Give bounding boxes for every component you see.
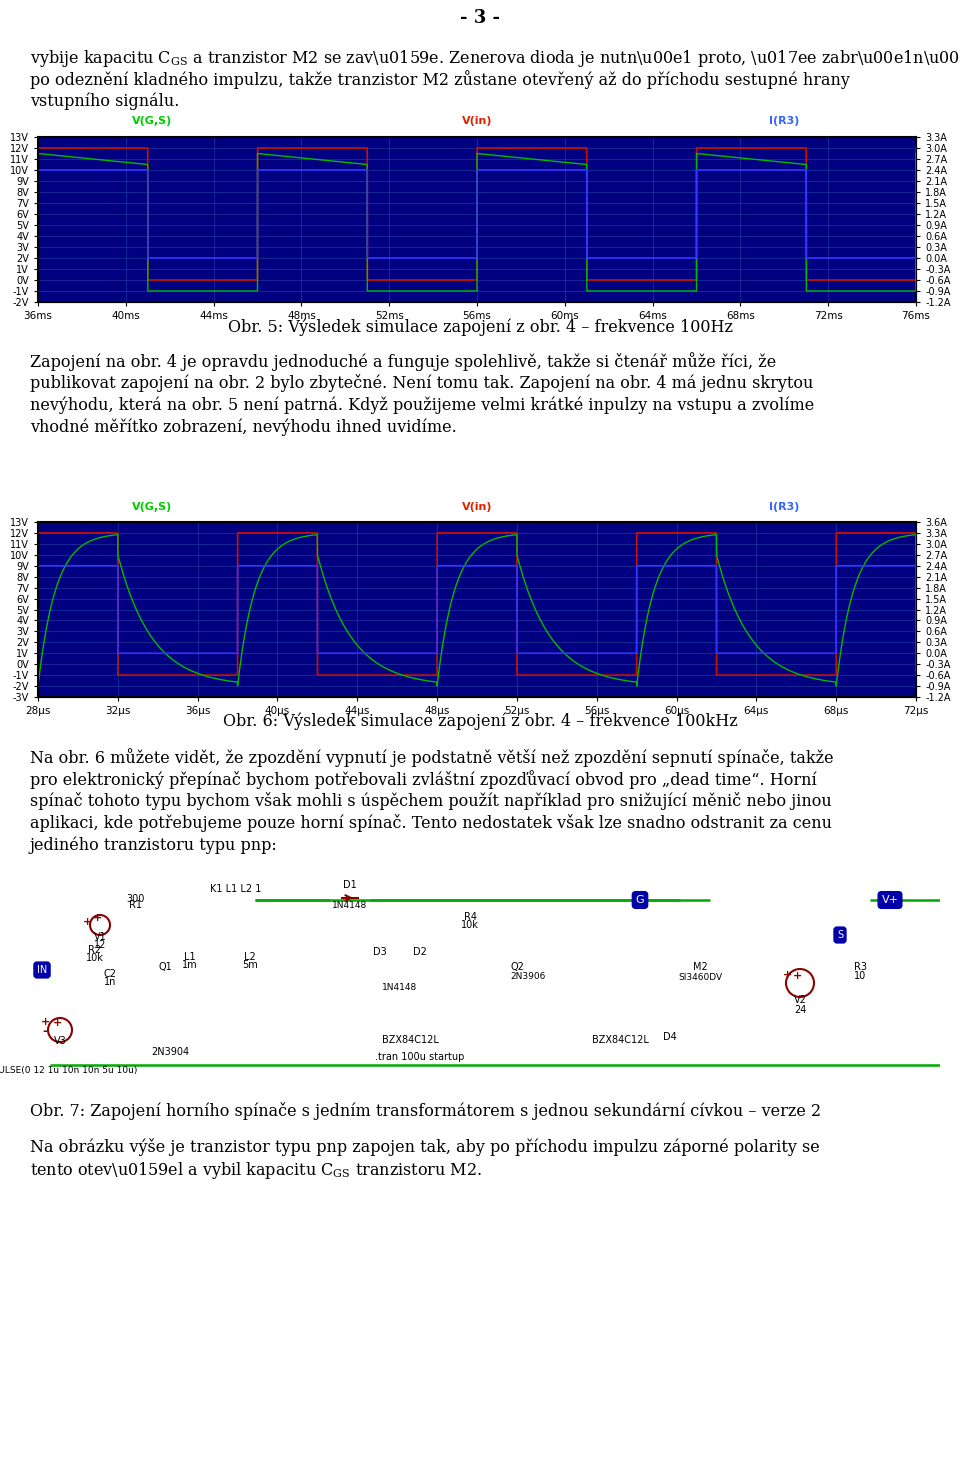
- Text: R4: R4: [464, 912, 476, 922]
- Text: Na obr. 6 můžete vidět, že zpozdění vypnutí je podstatně větší než zpozdění sepn: Na obr. 6 můžete vidět, že zpozdění vypn…: [30, 747, 833, 767]
- Text: D1: D1: [343, 881, 357, 889]
- Text: BZX84C12L: BZX84C12L: [381, 1035, 439, 1045]
- Text: D4: D4: [663, 1032, 677, 1042]
- Text: spínač tohoto typu bychom však mohli s úspěchem použít například pro snižující m: spínač tohoto typu bychom však mohli s ú…: [30, 792, 831, 810]
- Text: R1: R1: [129, 900, 141, 910]
- Text: V+: V+: [881, 895, 899, 904]
- Text: 10k: 10k: [86, 953, 104, 963]
- Text: BZX84C12L: BZX84C12L: [591, 1035, 648, 1045]
- Text: -: -: [42, 1026, 48, 1037]
- Text: L2: L2: [244, 952, 256, 962]
- Text: Q2: Q2: [510, 962, 524, 972]
- Text: vhodné měřítko zobrazení, nevýhodu ihned uvidíme.: vhodné měřítko zobrazení, nevýhodu ihned…: [30, 417, 457, 435]
- Text: M2: M2: [692, 962, 708, 972]
- Text: L1: L1: [184, 952, 196, 962]
- Text: aplikaci, kde potřebujeme pouze horní spínač. Tento nedostatek však lze snadno o: aplikaci, kde potřebujeme pouze horní sp…: [30, 814, 832, 832]
- Text: R2: R2: [88, 946, 102, 955]
- Text: Q1: Q1: [158, 962, 172, 972]
- Text: V(G,S): V(G,S): [132, 502, 172, 512]
- Text: 300: 300: [126, 894, 144, 904]
- Text: V3: V3: [54, 1036, 66, 1046]
- Text: I(R3): I(R3): [769, 115, 800, 126]
- Text: V(in): V(in): [462, 502, 492, 512]
- Text: pro elektronický přepínač bychom potřebovali zvláštní zpozďůvací obvod pro „dead: pro elektronický přepínač bychom potřebo…: [30, 770, 817, 789]
- Text: S: S: [837, 929, 843, 940]
- Text: D2: D2: [413, 947, 427, 958]
- Text: Na obrázku výše je tranzistor typu pnp zapojen tak, aby po příchodu impulzu zápo: Na obrázku výše je tranzistor typu pnp z…: [30, 1138, 820, 1156]
- Text: IN: IN: [36, 965, 47, 975]
- Text: vstupního signálu.: vstupního signálu.: [30, 92, 180, 110]
- Text: C2: C2: [104, 969, 116, 978]
- Text: 2N3906: 2N3906: [510, 972, 545, 981]
- Text: Obr. 7: Zapojení horního spínače s jedním transformátorem s jednou sekundární cí: Obr. 7: Zapojení horního spínače s jední…: [30, 1103, 821, 1120]
- Text: 24: 24: [794, 1005, 806, 1015]
- Text: +: +: [782, 969, 792, 980]
- Text: Zapojení na obr. 4 je opravdu jednoduché a funguje spolehlivě, takže si čtenář m: Zapojení na obr. 4 je opravdu jednoduché…: [30, 352, 777, 371]
- Text: V1: V1: [94, 932, 107, 941]
- Text: PULSE(0 12 1u 10n 10n 5u 10u): PULSE(0 12 1u 10n 10n 5u 10u): [0, 1066, 137, 1074]
- Text: 12: 12: [94, 940, 107, 950]
- Text: 2N3904: 2N3904: [151, 1046, 189, 1057]
- Text: I(R3): I(R3): [769, 502, 800, 512]
- Text: .tran 100u startup: .tran 100u startup: [375, 1052, 465, 1063]
- Text: 10: 10: [853, 971, 866, 981]
- Text: V(in): V(in): [462, 115, 492, 126]
- Text: jediného tranzistoru typu pnp:: jediného tranzistoru typu pnp:: [30, 836, 277, 854]
- Text: +: +: [792, 971, 802, 981]
- Text: - 3 -: - 3 -: [460, 9, 500, 27]
- Text: nevýhodu, která na obr. 5 není patrná. Když použijeme velmi krátké inpulzy na vs: nevýhodu, která na obr. 5 není patrná. K…: [30, 397, 814, 413]
- Text: +: +: [53, 1018, 61, 1029]
- Text: vybije kapacitu C$_{\mathregular{GS}}$ a tranzistor M2 se zav\u0159e. Zenerova d: vybije kapacitu C$_{\mathregular{GS}}$ a…: [30, 47, 960, 70]
- Text: 10k: 10k: [461, 921, 479, 929]
- Text: 5m: 5m: [242, 961, 258, 969]
- Text: +: +: [40, 1017, 50, 1027]
- Text: R3: R3: [853, 962, 867, 972]
- Text: V(G,S): V(G,S): [132, 115, 172, 126]
- Text: G: G: [636, 895, 644, 904]
- Text: Obr. 5: Výsledek simulace zapojení z obr. 4 – frekvence 100Hz: Obr. 5: Výsledek simulace zapojení z obr…: [228, 318, 732, 336]
- Text: D3: D3: [373, 947, 387, 958]
- Text: SI3460DV: SI3460DV: [678, 972, 722, 983]
- Text: +: +: [83, 918, 91, 926]
- Text: publikovat zapojení na obr. 2 bylo zbytečné. Není tomu tak. Zapojení na obr. 4 m: publikovat zapojení na obr. 2 bylo zbyte…: [30, 374, 813, 392]
- Text: 1n: 1n: [104, 977, 116, 987]
- Text: po odeznění kladného impulzu, takže tranzistor M2 zůstane otevřený až do příchod: po odeznění kladného impulzu, takže tran…: [30, 70, 850, 89]
- Text: Obr. 6: Výsledek simulace zapojení z obr. 4 – frekvence 100kHz: Obr. 6: Výsledek simulace zapojení z obr…: [223, 713, 737, 731]
- Text: 1N4148: 1N4148: [382, 983, 418, 992]
- Text: V2: V2: [794, 995, 806, 1005]
- Text: +: +: [92, 913, 102, 924]
- Text: 1N4148: 1N4148: [332, 901, 368, 910]
- Text: 1m: 1m: [182, 961, 198, 969]
- Text: tento otev\u0159el a vybil kapacitu C$_{\mathregular{GS}}$ tranzistoru M2.: tento otev\u0159el a vybil kapacitu C$_{…: [30, 1160, 482, 1181]
- Text: K1 L1 L2 1: K1 L1 L2 1: [210, 884, 261, 894]
